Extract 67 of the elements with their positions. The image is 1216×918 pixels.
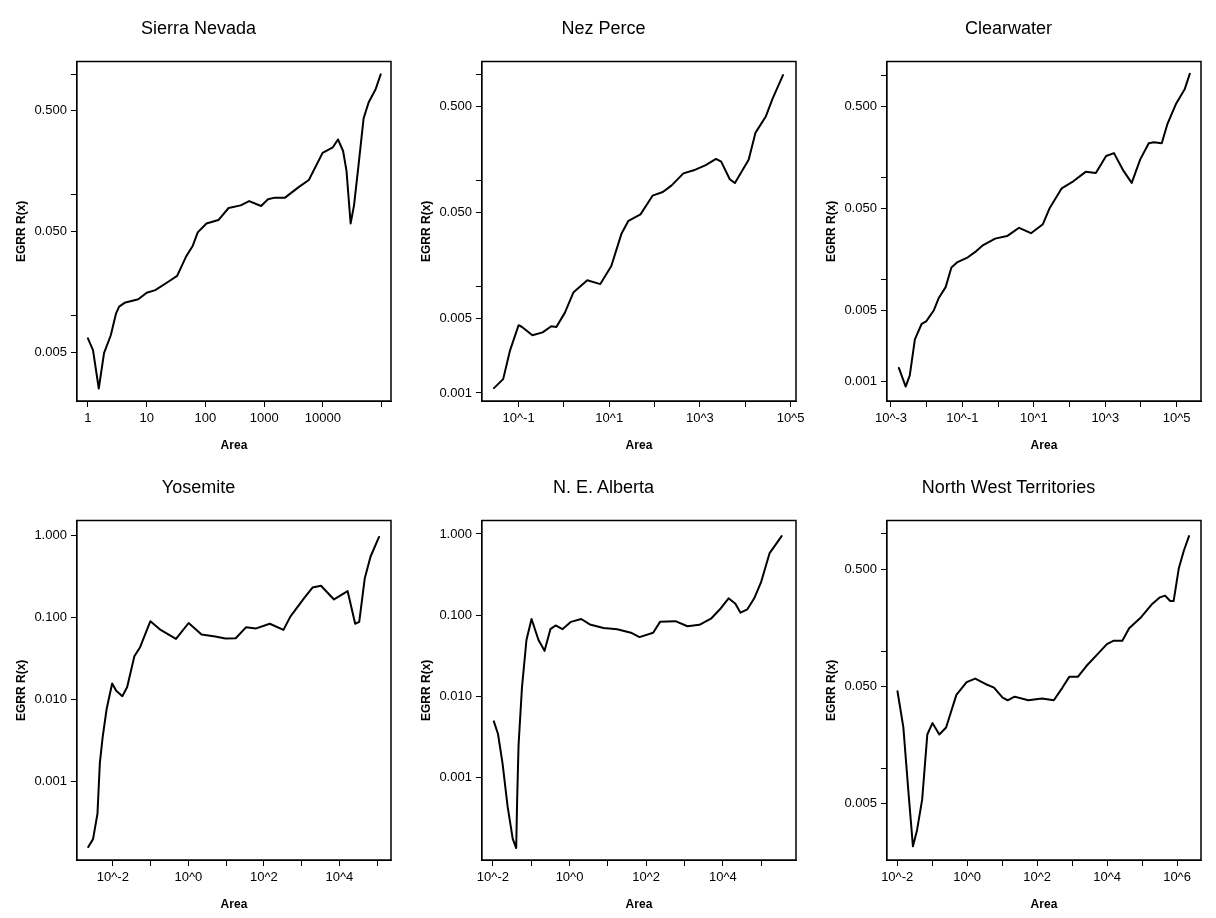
x-tick-label: 10^3 xyxy=(686,410,714,426)
x-tick-label: 10^-3 xyxy=(874,410,908,426)
y-tick-label: 0.100 xyxy=(439,606,472,622)
y-tick-label: 0.050 xyxy=(34,222,67,238)
y-tick-label: 1.000 xyxy=(439,525,472,541)
x-tick-label: 100 xyxy=(194,410,217,426)
x-tick-label: 10^0 xyxy=(555,869,584,885)
x-tick-label: 10^3 xyxy=(1091,410,1120,426)
y-tick-label: 0.001 xyxy=(439,769,472,785)
x-tick-label: 10000 xyxy=(304,410,342,426)
y-axis-title: EGRR R(x) xyxy=(418,659,433,721)
x-tick-label: 10^2 xyxy=(1023,869,1052,885)
x-tick-label: 10^6 xyxy=(1163,869,1191,885)
x-axis-title: Area xyxy=(625,897,653,912)
y-tick-label: 0.001 xyxy=(34,773,67,789)
y-tick-label: 0.001 xyxy=(439,384,472,400)
x-axis-title: Area xyxy=(220,897,248,912)
y-tick-label: 0.050 xyxy=(844,678,877,694)
x-tick-label: 10 xyxy=(139,410,154,426)
y-tick-label: 0.005 xyxy=(844,302,877,318)
x-tick-label: 10^1 xyxy=(595,410,624,426)
y-tick-label: 0.500 xyxy=(439,97,472,113)
x-axis-title: Area xyxy=(1030,438,1058,453)
y-tick-label: 0.500 xyxy=(844,97,877,113)
y-tick-label: 0.001 xyxy=(844,373,877,389)
x-tick-label: 10^5 xyxy=(1162,410,1191,426)
chart-title: North West Territories xyxy=(921,476,1096,497)
chart-title: Clearwater xyxy=(964,17,1053,38)
x-tick-label: 10^2 xyxy=(632,869,661,885)
x-tick-label: 10^0 xyxy=(953,869,982,885)
y-tick-label: 0.010 xyxy=(34,691,67,707)
y-tick-label: 0.100 xyxy=(34,608,67,624)
x-tick-label: 10^-1 xyxy=(502,410,535,426)
y-tick-label: 0.050 xyxy=(439,204,472,220)
y-tick-label: 1.000 xyxy=(34,526,67,542)
x-tick-label: 10^-2 xyxy=(96,869,129,885)
y-tick-label: 0.500 xyxy=(34,102,67,118)
y-axis-title: EGRR R(x) xyxy=(13,200,28,262)
chart-title: Sierra Nevada xyxy=(140,17,258,38)
y-tick-label: 0.005 xyxy=(844,795,877,811)
x-axis-title: Area xyxy=(220,438,248,453)
y-tick-label: 0.005 xyxy=(34,343,67,359)
x-tick-label: 1 xyxy=(84,410,92,426)
y-axis-title: EGRR R(x) xyxy=(418,200,433,262)
chart-title: Yosemite xyxy=(161,476,236,497)
x-tick-label: 10^4 xyxy=(708,869,737,885)
y-tick-label: 0.050 xyxy=(844,199,877,215)
chart-title: Nez Perce xyxy=(561,17,646,38)
x-tick-label: 10^2 xyxy=(249,869,278,885)
y-axis-title: EGRR R(x) xyxy=(13,659,28,721)
x-tick-label: 10^0 xyxy=(174,869,203,885)
y-tick-label: 0.500 xyxy=(844,560,877,576)
x-axis-title: Area xyxy=(1030,897,1058,912)
x-tick-label: 10^-1 xyxy=(946,410,979,426)
x-tick-label: 10^4 xyxy=(325,869,354,885)
y-tick-label: 0.010 xyxy=(439,687,472,703)
x-tick-label: 10^-2 xyxy=(476,869,509,885)
y-axis-title: EGRR R(x) xyxy=(823,200,838,262)
y-tick-label: 0.005 xyxy=(439,310,472,326)
x-tick-label: 1000 xyxy=(249,410,279,426)
x-tick-label: 10^1 xyxy=(1019,410,1048,426)
x-axis-title: Area xyxy=(625,438,653,453)
x-tick-label: 10^4 xyxy=(1093,869,1121,885)
y-axis-title: EGRR R(x) xyxy=(823,659,838,721)
x-tick-label: 10^-2 xyxy=(881,869,914,885)
x-tick-label: 10^5 xyxy=(776,410,805,426)
chart-title: N. E. Alberta xyxy=(552,476,656,497)
